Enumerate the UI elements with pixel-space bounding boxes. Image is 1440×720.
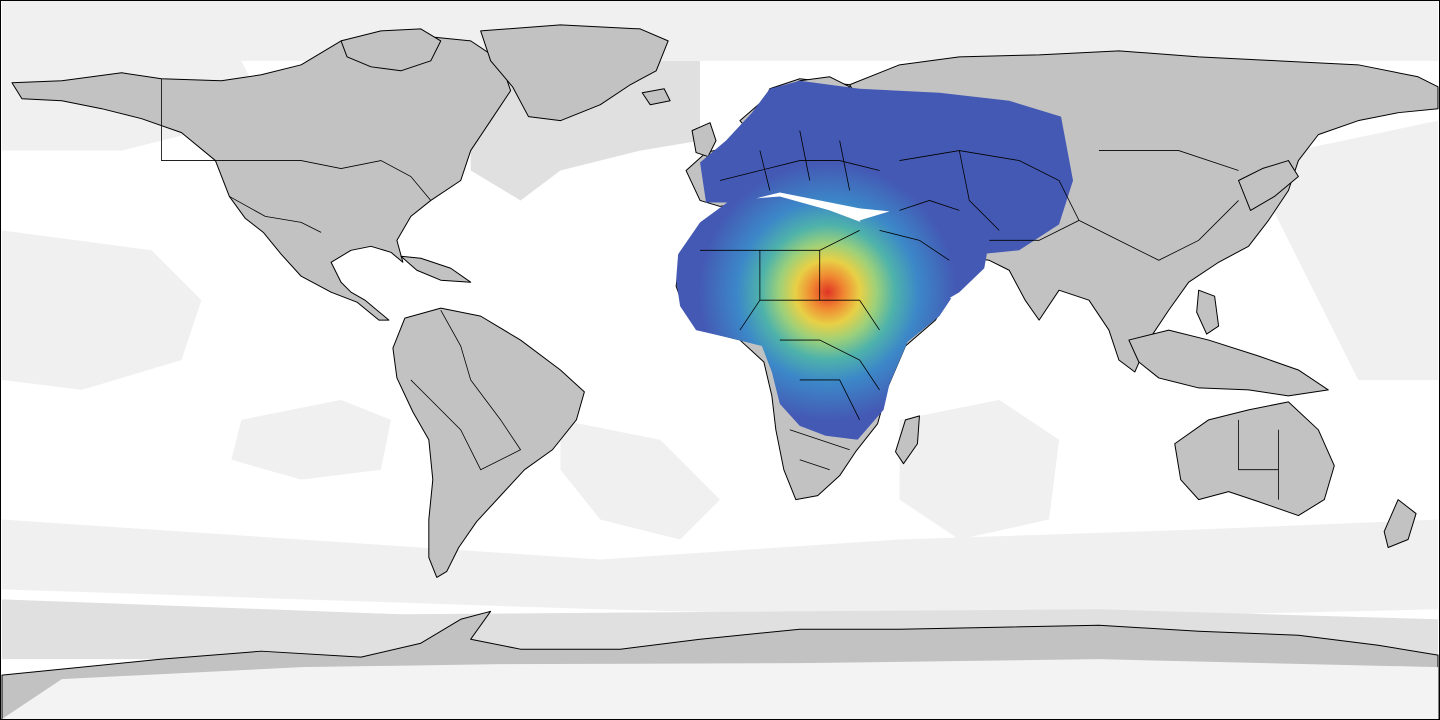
new-zealand <box>1383 499 1417 548</box>
border-asia <box>899 150 1239 261</box>
border-usa-mexico <box>229 196 322 233</box>
iceland <box>641 88 671 106</box>
ocean-shade-south-atlantic <box>560 419 720 540</box>
ice-shelves <box>2 659 1438 719</box>
border-europe <box>719 130 880 191</box>
ocean-shade-southern-ocean <box>2 519 1438 620</box>
border-southern-africa <box>789 429 850 471</box>
border-canada-usa <box>161 78 432 201</box>
ocean-shade-pacific-band <box>2 230 202 390</box>
border-south-america <box>410 309 522 471</box>
south-america <box>392 307 585 578</box>
border-africa-north <box>700 230 880 421</box>
border-middle-east <box>879 200 960 261</box>
antarctic-ice-shelf <box>2 659 1438 719</box>
ocean-shade-west-pacific <box>1248 120 1438 380</box>
british-isles <box>691 122 717 158</box>
arctic-islands <box>340 28 442 72</box>
ocean-shade-east-pacific <box>231 399 391 480</box>
australia <box>1174 401 1335 517</box>
japan <box>1238 160 1299 211</box>
philippines <box>1196 289 1220 335</box>
ocean-shade-arctic <box>2 1 1438 61</box>
caribbean <box>400 255 472 283</box>
country-borders <box>161 78 1279 500</box>
maritime-southeast-asia <box>1128 329 1329 397</box>
madagascar <box>895 415 920 465</box>
border-australia <box>1238 419 1279 500</box>
ocean-shade-indian <box>899 399 1060 540</box>
greenland <box>480 24 669 122</box>
